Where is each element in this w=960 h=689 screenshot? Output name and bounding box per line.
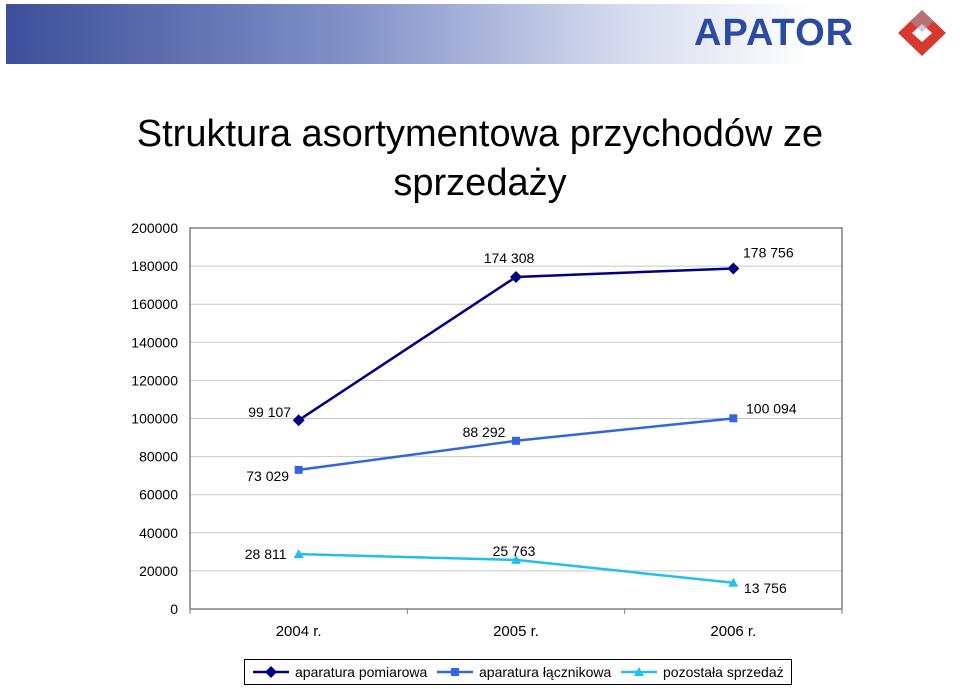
series-line (297, 267, 734, 422)
logo-diamond-icon (898, 10, 946, 56)
logo-text: APATOR (694, 12, 855, 54)
y-tick-label: 20000 (139, 563, 178, 579)
y-tick-label: 140000 (131, 334, 178, 350)
y-tick-label: 100000 (131, 411, 178, 427)
top-banner (6, 4, 954, 64)
data-label: 88 292 (463, 424, 506, 440)
y-tick-label: 200000 (131, 220, 178, 236)
data-label: 100 094 (746, 400, 797, 416)
data-point (511, 554, 521, 564)
data-label: 73 029 (246, 468, 289, 484)
chart-legend: aparatura pomiarowa aparatura łącznikowa p… (244, 659, 792, 685)
data-point (512, 436, 520, 445)
y-tick-label: 0 (170, 601, 178, 617)
y-tick-label: 60000 (139, 487, 178, 503)
x-tick-label: 2004 r. (276, 623, 322, 640)
chart-title: Struktura asortymentowa przychodów ze sp… (136, 113, 824, 204)
data-label: 99 107 (248, 404, 291, 420)
data-point (294, 465, 303, 474)
legend-label: aparatura pomiarowa (295, 664, 428, 680)
y-tick-label: 120000 (131, 372, 178, 388)
data-label: 28 811 (245, 546, 287, 562)
data-point (727, 262, 740, 275)
x-tick-label: 2005 r. (493, 623, 539, 640)
data-point (292, 414, 305, 427)
apator-logo: APATOR (690, 6, 952, 60)
y-tick-label: 80000 (139, 449, 178, 465)
y-tick-label: 180000 (131, 258, 178, 274)
y-tick-label: 160000 (131, 296, 178, 312)
data-point (510, 270, 522, 283)
legend-label: aparatura łącznikowa (479, 664, 612, 680)
legend-marker (265, 666, 277, 678)
x-tick-label: 2006 r. (710, 623, 756, 640)
data-point (728, 577, 739, 587)
legend-marker (634, 667, 644, 676)
data-point (293, 549, 304, 559)
data-label: 25 763 (493, 543, 536, 559)
y-tick-label: 40000 (139, 525, 178, 541)
plot-area-frame (189, 227, 843, 610)
data-point (729, 414, 738, 423)
legend-svg: aparatura pomiarowa aparatura łącznikowa p… (253, 664, 784, 680)
data-label: 178 756 (743, 244, 794, 260)
data-label: 174 308 (484, 250, 535, 266)
data-label: 13 756 (744, 580, 787, 596)
legend-marker (451, 668, 459, 676)
legend-label: pozostała sprzedaż (663, 664, 784, 680)
